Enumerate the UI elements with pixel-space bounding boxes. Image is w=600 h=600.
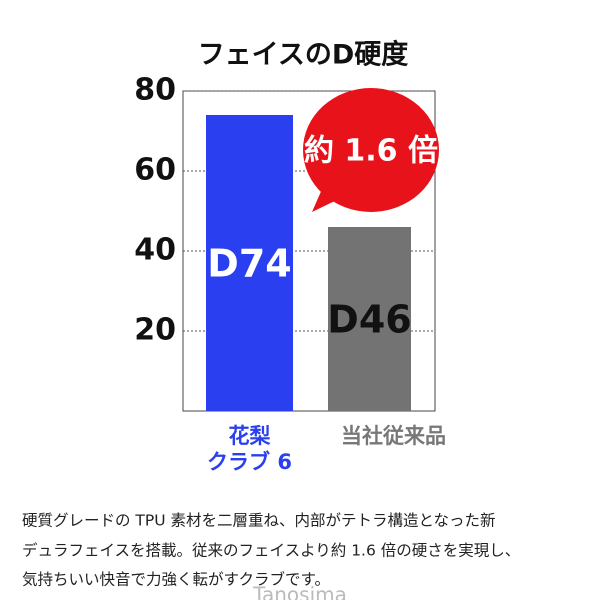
y-tick-label: 20 [134,313,176,348]
watermark: Tanosima [252,583,347,600]
value-label: D74 [207,242,291,286]
y-tick-label: 40 [134,233,176,268]
value-label: D46 [327,298,411,342]
description-line: 気持ちいい快音で力強く転がすクラブです。 [22,570,330,589]
chart-title: フェイスのD硬度 [198,39,409,71]
bar [206,115,293,411]
description-line: 硬質グレードの TPU 素材を二層重ね、内部がテトラ構造となった新 [22,512,496,530]
x-tick-label: クラブ 6 [207,450,292,474]
x-tick-label: 当社従来品 [341,424,446,448]
callout-bubble [303,88,439,212]
description-line: デュラフェイスを搭載。従来のフェイスより約 1.6 倍の硬さを実現し、 [22,541,520,560]
x-tick-label: 花梨 [229,424,271,448]
bar [328,227,411,411]
callout-text: 約 1.6 倍 [304,134,438,169]
y-tick-label: 80 [134,73,176,108]
y-tick-label: 60 [134,153,176,188]
